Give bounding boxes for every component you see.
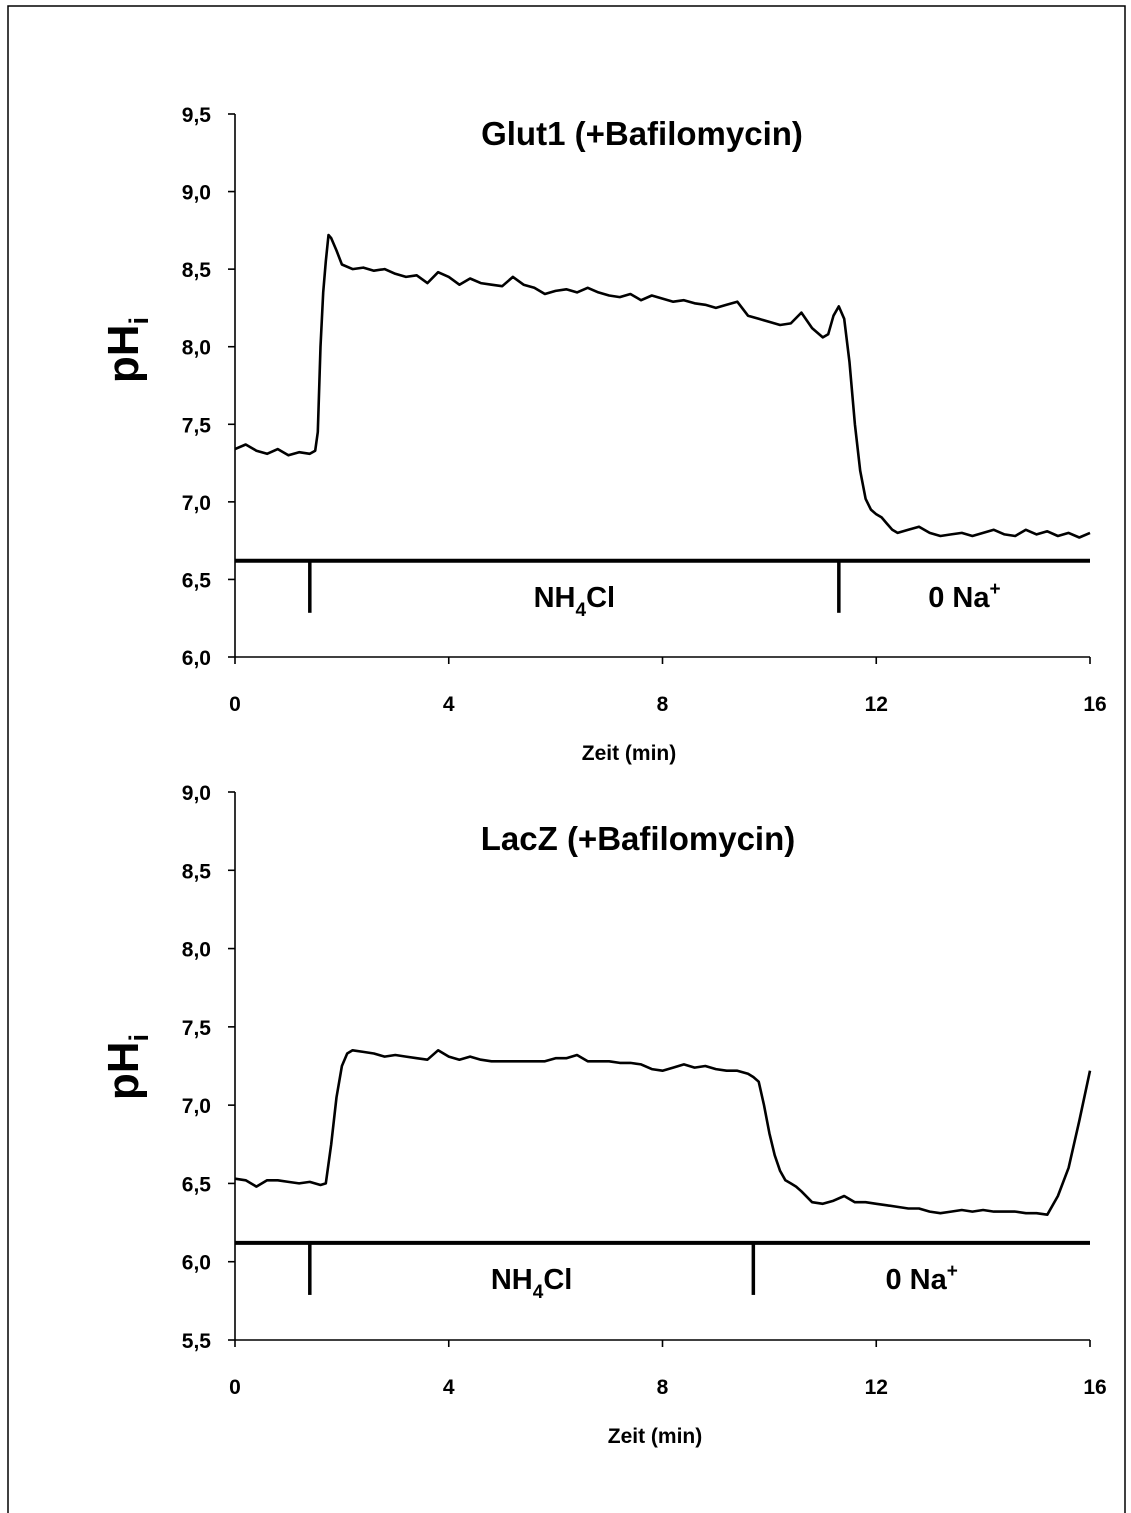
lacz-y-axis-label-main: pH	[99, 1041, 148, 1100]
glut1-y-tick-label: 8,5	[182, 259, 212, 282]
lacz-x-tick-label: 12	[865, 1376, 888, 1399]
glut1-x-axis-label: Zeit (min)	[582, 742, 677, 765]
lacz-x-tick-label: 8	[657, 1376, 669, 1399]
lacz-y-axis-label: pHi	[99, 1034, 154, 1100]
glut1-y-tick-label: 8,0	[182, 337, 211, 360]
lacz-y-tick-label: 7,5	[182, 1017, 212, 1040]
lacz-x-tick-label: 0	[229, 1376, 241, 1399]
lacz-y-tick-label: 7,0	[182, 1095, 211, 1118]
figure-frame	[7, 5, 1126, 1513]
lacz-y-tick-label: 6,5	[182, 1173, 212, 1196]
glut1-chart: Glut1 (+Bafilomycin) pHi Zeit (min) 6,0 6…	[99, 104, 1107, 765]
lacz-y-axis-label-sub: i	[124, 1034, 154, 1042]
svg-text:pHi: pHi	[99, 1034, 154, 1100]
glut1-y-tick-label: 7,0	[182, 492, 211, 515]
glut1-chart-title: Glut1 (+Bafilomycin)	[481, 115, 803, 152]
lacz-x-tick-label: 4	[443, 1376, 455, 1399]
glut1-y-tick-label: 6,5	[182, 569, 212, 592]
glut1-x-tick-label: 8	[657, 693, 669, 716]
lacz-y-tick-label: 6,0	[182, 1252, 211, 1275]
glut1-y-axis-label-main: pH	[99, 324, 148, 383]
lacz-y-tick-label: 8,5	[182, 860, 212, 883]
lacz-y-tick-label: 8,0	[182, 939, 211, 962]
glut1-segment-label-nh4cl: NH4Cl	[534, 582, 615, 621]
glut1-y-tick-label: 9,0	[182, 182, 211, 205]
lacz-segment-label-zero-na: 0 Na+	[885, 1261, 957, 1296]
glut1-x-tick-label: 12	[865, 693, 888, 716]
glut1-x-tick-label: 4	[443, 693, 455, 716]
svg-text:pHi: pHi	[99, 317, 154, 383]
lacz-y-tick-label: 5,5	[182, 1330, 212, 1353]
glut1-trace	[234, 233, 1091, 539]
glut1-x-tick-label: 16	[1083, 693, 1106, 716]
lacz-segment-label-nh4cl: NH4Cl	[491, 1264, 572, 1303]
glut1-y-tick-label: 6,0	[182, 647, 211, 670]
lacz-chart: LacZ (+Bafilomycin) pHi Zeit (min) 5,5 6,…	[99, 782, 1107, 1448]
lacz-y-tick-label: 9,0	[182, 782, 211, 805]
glut1-segment-label-zero-na: 0 Na+	[928, 579, 1000, 614]
glut1-y-tick-label: 9,5	[182, 104, 212, 127]
lacz-x-axis-label: Zeit (min)	[608, 1425, 703, 1448]
lacz-chart-title: LacZ (+Bafilomycin)	[481, 820, 795, 857]
lacz-x-tick-label: 16	[1083, 1376, 1106, 1399]
lacz-trace	[234, 1049, 1092, 1216]
glut1-y-tick-label: 7,5	[182, 414, 212, 437]
glut1-y-axis-label: pHi	[99, 317, 154, 383]
glut1-y-axis-label-sub: i	[124, 317, 154, 325]
glut1-x-tick-label: 0	[229, 693, 241, 716]
